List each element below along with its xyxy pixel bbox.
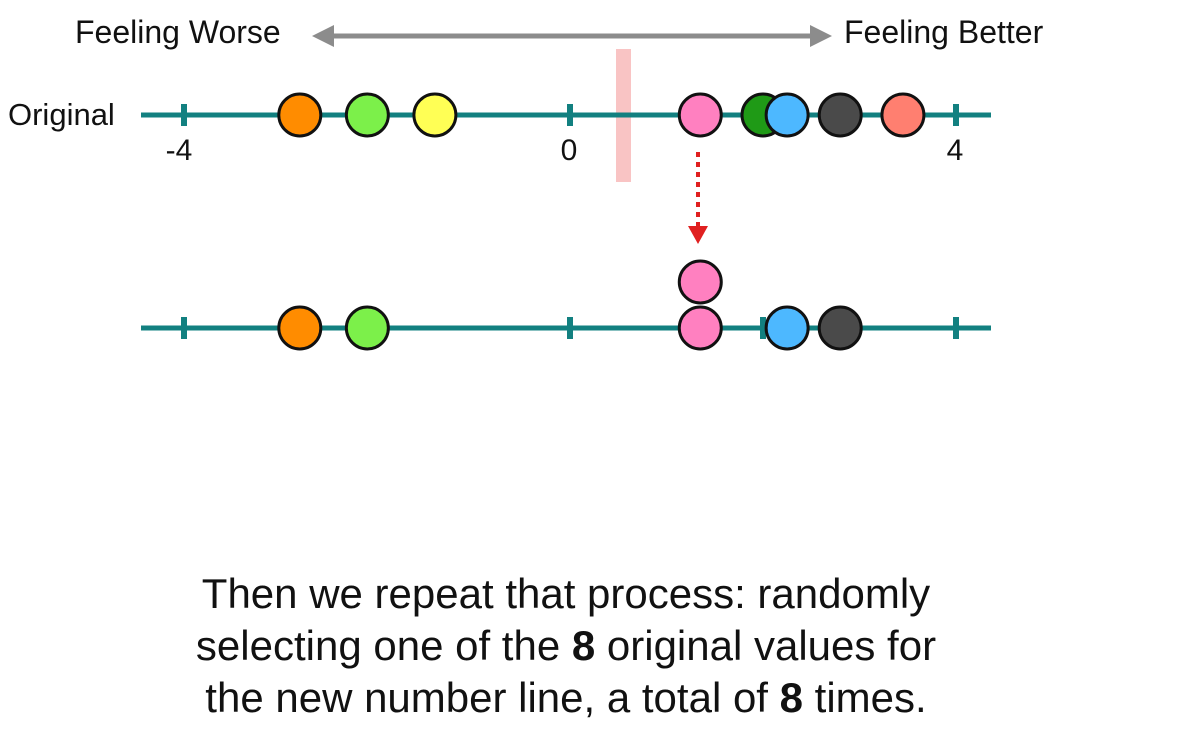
resampled-point [344, 305, 390, 351]
original-point [412, 92, 458, 138]
original-row-label: Original [8, 97, 115, 132]
selection-arrow [688, 152, 708, 244]
caption-line-1: Then we repeat that process: randomly [201, 570, 931, 617]
caption-line-3: the new number line, a total of 8 times. [205, 674, 927, 721]
tick-label-neg4: -4 [165, 134, 193, 167]
original-point [817, 92, 863, 138]
resampled-point [764, 305, 810, 351]
original-point [344, 92, 390, 138]
resampled-point [817, 305, 863, 351]
tick-label-4: 4 [946, 134, 964, 167]
original-point [880, 92, 926, 138]
tick-label-0: 0 [560, 134, 578, 167]
caption: Then we repeat that process: randomly se… [0, 568, 1132, 724]
feeling-worse-label: Feeling Worse [75, 14, 281, 50]
feeling-better-label: Feeling Better [844, 14, 1044, 50]
feeling-direction-arrow [312, 25, 832, 47]
original-point [677, 92, 723, 138]
resampled-point [277, 305, 323, 351]
resampled-point [677, 259, 723, 305]
original-point [277, 92, 323, 138]
resampled-point [677, 305, 723, 351]
caption-line-2: selecting one of the 8 original values f… [195, 622, 937, 669]
original-point [764, 92, 810, 138]
